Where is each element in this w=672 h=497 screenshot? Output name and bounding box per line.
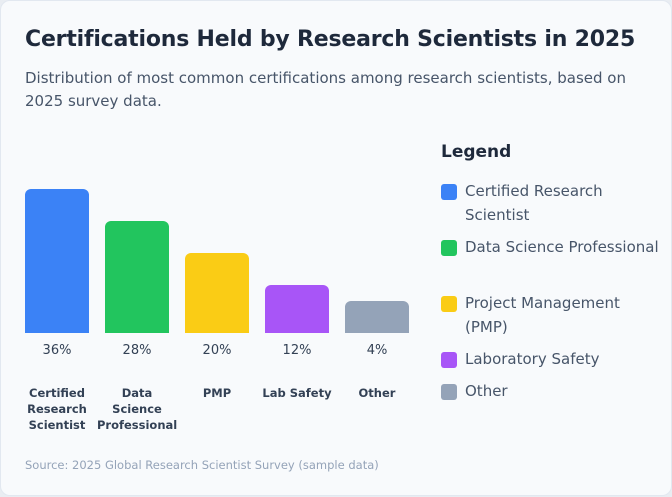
bar-0 [25, 189, 89, 333]
category-label: PMP [202, 386, 232, 400]
legend-item: Other [441, 379, 661, 403]
legend-label: Other [465, 382, 508, 400]
bar-2 [185, 253, 249, 333]
value-label: 12% [282, 343, 312, 358]
bar-1 [105, 221, 169, 333]
legend-swatch [441, 352, 457, 368]
legend-item: Certified Research Scientist [441, 179, 661, 227]
category-label: Lab Safety [262, 386, 332, 400]
value-label: 36% [42, 343, 72, 358]
value-label: 4% [366, 343, 388, 358]
legend-title: Legend [441, 142, 512, 162]
source-note: Source: 2025 Global Research Scientist S… [25, 458, 379, 472]
category-label: Data Science Professional [97, 386, 178, 432]
legend-swatch [441, 296, 457, 312]
value-label: 28% [122, 343, 152, 358]
legend-item: Laboratory Safety [441, 347, 661, 371]
category-label: Other [358, 386, 396, 400]
category-label: Certified Research Scientist [27, 386, 87, 432]
legend-item: Data Science Professional [441, 235, 661, 259]
plot-area: 36% Certified Research Scientist 28% Data S… [1, 1, 421, 497]
value-label: 20% [202, 343, 232, 358]
legend-label: Data Science Professional [465, 238, 659, 256]
chart-title: Certifications Held by Research Scientis… [25, 27, 636, 52]
bar-3 [265, 285, 329, 333]
legend-swatch [441, 184, 457, 200]
legend-label: Project Management (PMP) [465, 294, 620, 336]
bar-4 [345, 301, 409, 333]
legend-label: Certified Research Scientist [465, 182, 603, 224]
legend-item: Project Management (PMP) [441, 291, 661, 339]
legend-swatch [441, 240, 457, 256]
legend-swatch [441, 384, 457, 400]
legend-label: Laboratory Safety [465, 350, 600, 368]
chart-subtitle: Distribution of most common certificatio… [25, 69, 626, 110]
